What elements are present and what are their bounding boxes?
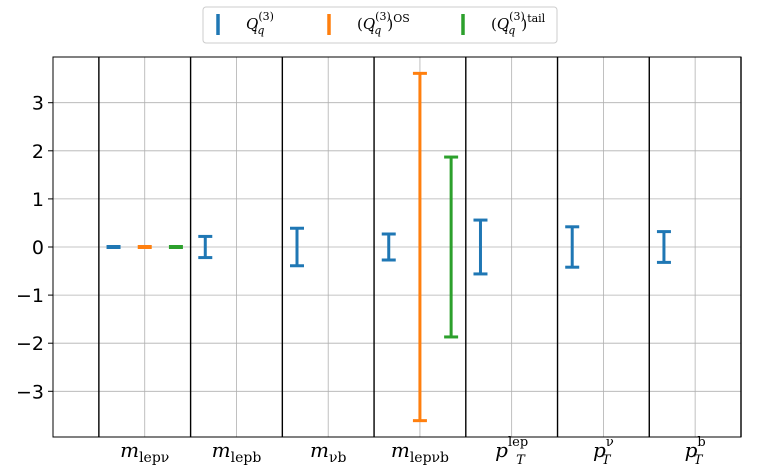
legend: Q(3) lq (Q(3) lq)OS (Q(3) lq)tail — [202, 6, 558, 44]
x-axis-category-labels: mlepν mlepb mνb mlepνb plep T pν T pb T — [120, 435, 706, 468]
y-tick-label: −2 — [16, 333, 44, 355]
y-tick-label: 3 — [32, 93, 44, 115]
y-axis-ticks: −3 −2 −1 0 1 2 3 — [16, 93, 53, 403]
error-bar — [290, 226, 305, 268]
y-tick-label: 0 — [32, 237, 44, 259]
error-bar — [381, 232, 396, 262]
legend-label: (Q(3) lq)OS — [357, 10, 410, 37]
error-bar — [656, 230, 671, 264]
grid-lines — [53, 57, 741, 437]
legend-box — [202, 6, 558, 44]
y-tick-label: −3 — [16, 381, 44, 403]
x-category-label: mlepν — [120, 438, 169, 466]
x-category-label: pν T — [593, 435, 614, 468]
y-tick-label: −1 — [16, 285, 44, 307]
x-category-label: mνb — [310, 438, 346, 466]
error-bars — [106, 71, 671, 423]
legend-entry: (Q(3) lq)tail — [461, 10, 546, 37]
error-bar — [444, 155, 459, 339]
x-category-label: plep T — [495, 435, 528, 468]
x-category-label: mlepb — [212, 438, 262, 466]
error-bar — [565, 225, 580, 269]
legend-entry: (Q(3) lq)OS — [327, 10, 410, 37]
y-tick-label: 2 — [32, 141, 44, 163]
error-bar — [412, 71, 427, 423]
error-bar — [473, 218, 488, 276]
legend-label: Q(3) lq — [246, 10, 274, 37]
legend-label: (Q(3) lq)tail — [491, 10, 546, 37]
error-bar — [198, 234, 213, 260]
x-category-label: mlepνb — [391, 438, 449, 466]
legend-entry: Q(3) lq — [216, 10, 274, 37]
y-tick-label: 1 — [32, 189, 44, 211]
x-category-label: pb T — [685, 435, 706, 468]
